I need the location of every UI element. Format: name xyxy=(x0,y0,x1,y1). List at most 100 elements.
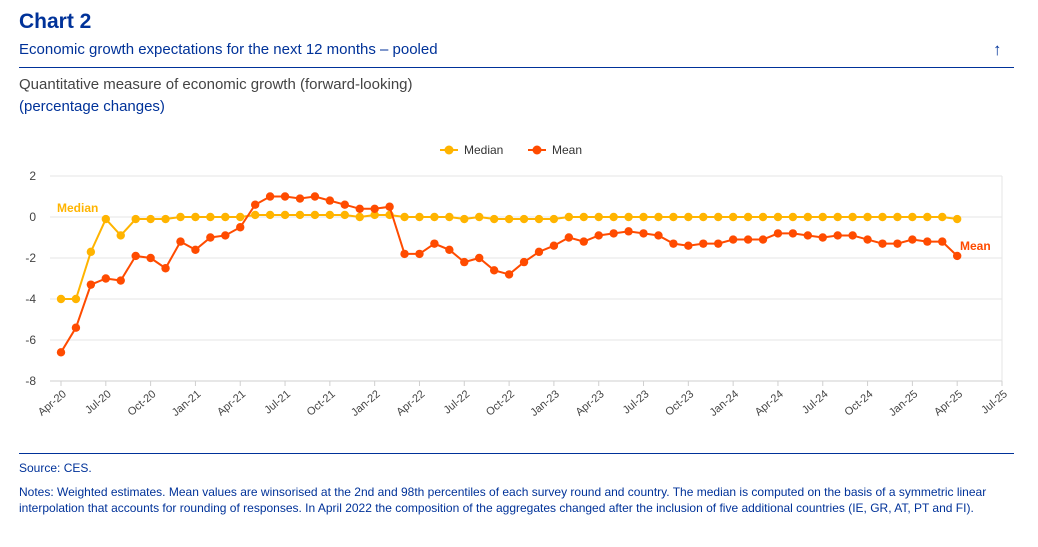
y-axis: 2 0 -2 -4 -6 -8 xyxy=(25,169,36,388)
mean-point xyxy=(818,233,827,242)
median-point xyxy=(803,212,813,222)
x-tick-label: Oct-23 xyxy=(663,388,696,418)
median-point xyxy=(624,212,633,222)
median-point xyxy=(460,214,469,224)
mean-point xyxy=(221,231,230,240)
median-point xyxy=(878,212,887,222)
median-point xyxy=(714,212,723,222)
median-point xyxy=(639,212,648,222)
median-point xyxy=(609,212,618,222)
x-tick-label: Apr-25 xyxy=(932,388,965,418)
series-layer xyxy=(56,192,962,357)
mean-point xyxy=(952,251,962,261)
mean-point xyxy=(146,253,155,263)
x-tick-label: Jan-21 xyxy=(170,388,203,419)
legend-item-median[interactable]: Median xyxy=(440,143,503,157)
mean-point xyxy=(788,229,798,238)
x-tick-label: Oct-20 xyxy=(126,388,159,418)
mean-point xyxy=(773,229,783,238)
mean-point xyxy=(728,235,738,244)
mean-point xyxy=(460,257,469,267)
median-point xyxy=(489,214,499,224)
mean-point xyxy=(609,229,618,238)
mean-point xyxy=(863,235,872,244)
mean-point xyxy=(131,251,140,261)
mean-point xyxy=(161,264,170,273)
x-tick-label: Apr-20 xyxy=(36,388,69,418)
median-point xyxy=(669,212,678,222)
mean-point xyxy=(265,192,275,201)
back-to-top-icon[interactable]: ↑ xyxy=(993,40,1002,59)
mean-point xyxy=(86,280,96,289)
median-point xyxy=(908,212,917,222)
header-divider xyxy=(19,67,1014,68)
mean-point xyxy=(534,247,544,257)
mean-point xyxy=(848,231,857,240)
median-point xyxy=(549,214,559,224)
legend[interactable]: Median Mean xyxy=(440,143,582,157)
median-point xyxy=(250,210,260,220)
mean-point xyxy=(475,253,484,263)
median-point xyxy=(923,212,932,222)
mean-point xyxy=(445,245,454,254)
mean-point xyxy=(430,239,439,248)
mean-point xyxy=(400,249,409,259)
mean-point xyxy=(415,249,424,259)
median-point xyxy=(430,212,439,222)
mean-point xyxy=(176,237,185,246)
median-point xyxy=(699,212,708,222)
mean-point xyxy=(116,276,125,285)
legend-median-label: Median xyxy=(464,143,503,157)
median-point xyxy=(310,210,320,220)
median-point xyxy=(206,212,215,222)
median-point xyxy=(71,294,81,304)
y-tick-label: -2 xyxy=(25,251,36,265)
x-tick-label: Jul-23 xyxy=(621,388,652,416)
median-point xyxy=(146,214,155,224)
median-point xyxy=(370,210,379,220)
mean-point xyxy=(504,270,514,279)
median-point xyxy=(818,212,827,222)
x-tick-label: Oct-22 xyxy=(484,388,517,418)
median-point xyxy=(116,231,125,240)
median-point xyxy=(475,212,484,222)
x-tick-label: Jan-23 xyxy=(528,388,561,419)
mean-point xyxy=(385,202,394,211)
mean-point xyxy=(549,241,559,250)
median-point xyxy=(265,210,275,220)
mean-point xyxy=(71,323,81,332)
x-axis: Apr-20 Jul-20 Oct-20 Jan-21 Apr-21 Jul-21 Oct-… xyxy=(36,380,1010,419)
median-point xyxy=(564,212,574,222)
mean-point xyxy=(101,274,111,283)
mean-point xyxy=(833,231,842,240)
line-chart: 20-2-4-6-8 Apr-20 Jul-20 Oct-20 Jan-21 Apr-2… xyxy=(25,143,1010,419)
median-point xyxy=(519,214,529,224)
x-tick-label: Jan-24 xyxy=(708,388,741,419)
mean-point xyxy=(280,192,290,201)
mean-point xyxy=(938,237,947,246)
median-point xyxy=(415,212,424,222)
median-point xyxy=(893,212,902,222)
mean-point xyxy=(594,231,603,240)
chart-label: Chart 2 xyxy=(19,10,92,33)
mean-point xyxy=(370,204,379,213)
median-point xyxy=(594,212,603,222)
median-point xyxy=(684,212,693,222)
mean-point xyxy=(579,237,588,246)
median-point xyxy=(938,212,947,222)
x-tick-label: Jul-24 xyxy=(800,388,831,416)
x-tick-label: Jan-22 xyxy=(349,388,382,419)
mean-point xyxy=(489,266,499,275)
x-tick-label: Apr-22 xyxy=(394,388,427,418)
source-note: Source: CES. xyxy=(19,461,92,475)
legend-item-mean[interactable]: Mean xyxy=(528,143,582,157)
mean-series-label: Mean xyxy=(960,239,991,253)
median-point xyxy=(355,212,364,222)
mean-point xyxy=(519,257,529,267)
median-point xyxy=(833,212,842,222)
legend-mean-marker xyxy=(532,145,542,155)
chart-title: Quantitative measure of economic growth … xyxy=(19,76,413,93)
x-tick-label: Apr-23 xyxy=(574,388,607,418)
median-point xyxy=(400,212,409,222)
median-point xyxy=(743,212,753,222)
